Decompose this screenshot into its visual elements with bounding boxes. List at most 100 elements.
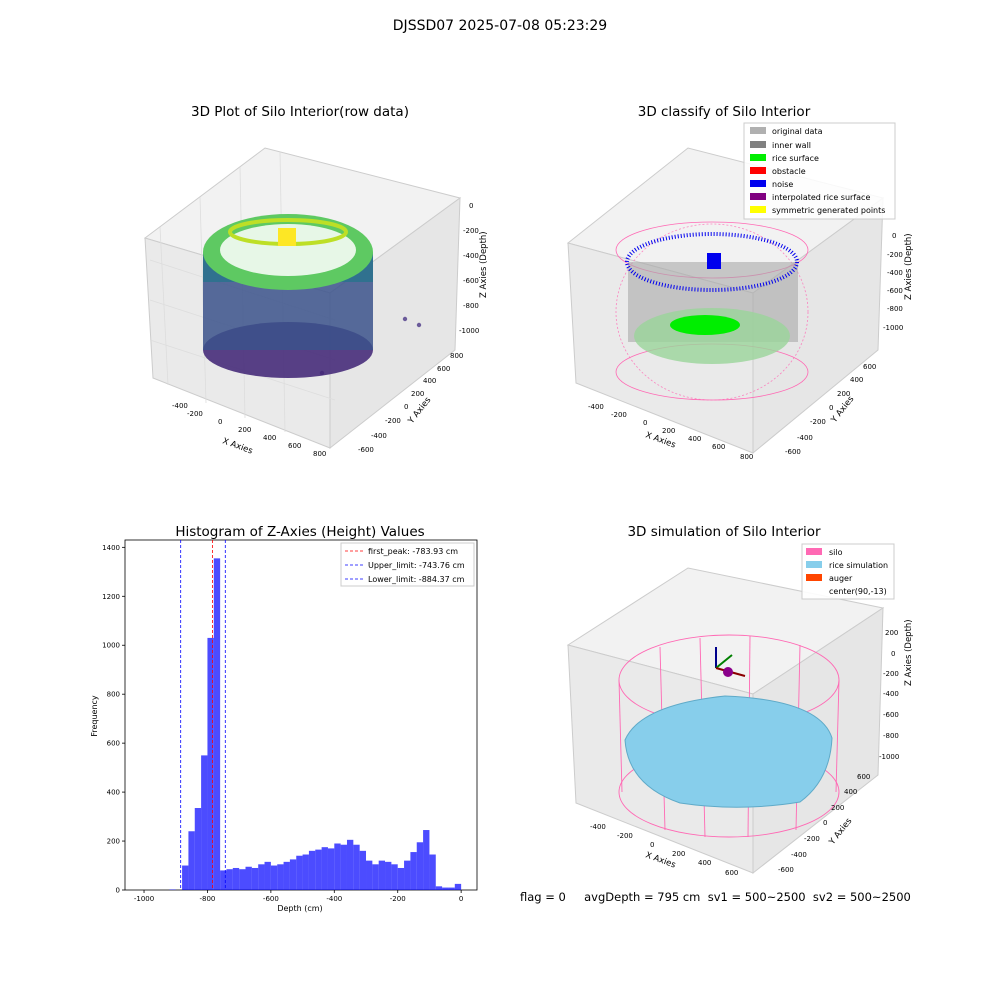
legend-label: interpolated rice surface bbox=[772, 193, 870, 202]
y-tick: 600 bbox=[857, 773, 870, 781]
legend-swatch bbox=[750, 127, 766, 134]
y-tick: -600 bbox=[778, 866, 794, 874]
y-tick: 200 bbox=[837, 390, 850, 398]
x-tick: 200 bbox=[662, 427, 675, 435]
legend-label: auger bbox=[829, 574, 853, 583]
y-tick: -600 bbox=[785, 448, 801, 456]
z-tick: 0 bbox=[469, 202, 473, 210]
x-tick: 0 bbox=[218, 418, 222, 426]
histogram-bar bbox=[289, 859, 297, 890]
histogram-bar bbox=[327, 848, 335, 890]
histogram-bar bbox=[264, 861, 271, 890]
x-tick: 400 bbox=[698, 859, 711, 867]
histogram-bar bbox=[207, 637, 214, 890]
histogram-bar bbox=[435, 886, 443, 890]
y-axis-label: Frequency bbox=[90, 695, 99, 737]
z-tick: -800 bbox=[883, 732, 899, 740]
x-tick-label: -1000 bbox=[134, 895, 154, 903]
histogram-bar bbox=[353, 844, 360, 890]
histogram-bar bbox=[378, 860, 386, 890]
y-tick-label: 800 bbox=[107, 691, 120, 699]
histogram-bar bbox=[308, 850, 316, 890]
y-tick: -400 bbox=[371, 432, 387, 440]
legend-swatch bbox=[750, 206, 766, 213]
legend-label: symmetric generated points bbox=[772, 206, 885, 215]
x-tick: 400 bbox=[688, 435, 701, 443]
status-footer: flag = 0 avgDepth = 795 cm sv1 = 500~250… bbox=[520, 890, 911, 904]
z-tick: -200 bbox=[883, 670, 899, 678]
histogram-bar bbox=[226, 869, 233, 890]
y-tick: 0 bbox=[404, 403, 408, 411]
raw-plot-title: 3D Plot of Silo Interior(row data) bbox=[191, 104, 409, 120]
x-tick: 400 bbox=[263, 434, 276, 442]
z-tick: -600 bbox=[463, 277, 479, 285]
simulation-yticks: -600 -400 -200 0 200 400 600 bbox=[778, 773, 870, 874]
legend-swatch bbox=[750, 154, 766, 161]
z-tick: -200 bbox=[463, 227, 479, 235]
legend-label: Lower_limit: -884.37 cm bbox=[368, 575, 465, 584]
auger-marker bbox=[715, 647, 746, 677]
y-tick: 600 bbox=[863, 363, 876, 371]
classify-plot-title: 3D classify of Silo Interior bbox=[637, 104, 811, 120]
y-tick-label: 200 bbox=[107, 838, 120, 846]
y-tick: -200 bbox=[804, 835, 820, 843]
legend-swatch bbox=[806, 574, 822, 581]
z-tick: -400 bbox=[463, 252, 479, 260]
y-tick: 800 bbox=[450, 352, 463, 360]
y-tick-label: 0 bbox=[116, 887, 120, 895]
histogram-bar bbox=[283, 861, 290, 890]
histogram-legend: first_peak: -783.93 cm Upper_limit: -743.… bbox=[340, 542, 475, 587]
histogram-bars bbox=[169, 558, 462, 890]
histogram-bar bbox=[182, 865, 189, 890]
histogram-bar bbox=[397, 867, 405, 890]
z-tick: 0 bbox=[892, 232, 896, 240]
x-tick: 800 bbox=[740, 453, 753, 461]
raw-scatter-points bbox=[203, 214, 422, 378]
reference-lines bbox=[180, 540, 226, 890]
y-tick-label: 1200 bbox=[102, 593, 120, 601]
y-tick-label: 1000 bbox=[102, 642, 120, 650]
raw-yticks: -600 -400 -200 0 200 400 600 800 bbox=[358, 352, 463, 454]
figure-title: DJSSD07 2025-07-08 05:23:29 bbox=[392, 18, 608, 34]
z-tick: 0 bbox=[891, 650, 895, 658]
y-tick: -200 bbox=[385, 417, 401, 425]
simulation-plot-title: 3D simulation of Silo Interior bbox=[627, 524, 821, 540]
z-tick: -600 bbox=[883, 711, 899, 719]
histogram-bar bbox=[277, 864, 284, 890]
classify-zticks: 0 -200 -400 -600 -800 -1000 bbox=[883, 232, 903, 332]
legend-swatch bbox=[750, 167, 766, 174]
z-axis-label: Z Axies (Depth) bbox=[904, 619, 914, 686]
x-tick-label: 0 bbox=[459, 895, 463, 903]
histogram-title: Histogram of Z-Axies (Height) Values bbox=[175, 524, 425, 540]
histogram-bar bbox=[296, 855, 303, 890]
y-tick-label: 400 bbox=[107, 789, 120, 797]
simulation-xticks: -400 -200 0 200 400 600 bbox=[590, 823, 738, 877]
y-tick: 600 bbox=[437, 365, 450, 373]
y-tick: -400 bbox=[797, 434, 813, 442]
y-tick: -200 bbox=[810, 418, 826, 426]
histogram-bar bbox=[404, 860, 411, 890]
histogram-bar bbox=[346, 839, 354, 890]
histogram-bar bbox=[359, 850, 367, 890]
legend-label: inner wall bbox=[772, 141, 811, 150]
x-tick: 0 bbox=[650, 841, 654, 849]
x-axis-label: Depth (cm) bbox=[277, 904, 322, 913]
histogram-bar bbox=[423, 830, 430, 890]
classify-3d-plot: original data inner wall rice surface ob… bbox=[566, 122, 914, 461]
histogram-bar bbox=[213, 558, 221, 890]
histogram-bar bbox=[201, 755, 208, 890]
y-tick-label: 1400 bbox=[102, 544, 120, 552]
legend-label: Upper_limit: -743.76 cm bbox=[368, 561, 465, 570]
z-tick: -600 bbox=[887, 287, 903, 295]
histogram-bar bbox=[270, 865, 278, 890]
z-axis-label: Z Axies (Depth) bbox=[479, 231, 489, 298]
histogram-bar bbox=[239, 869, 246, 890]
rice-simulation-surface bbox=[624, 695, 833, 808]
legend-swatch bbox=[750, 193, 766, 200]
legend-label: rice simulation bbox=[829, 561, 888, 570]
legend-swatch bbox=[750, 180, 766, 187]
histogram-bar bbox=[442, 887, 449, 890]
x-tick-label: -800 bbox=[200, 895, 216, 903]
raw-3d-plot: -400 -200 0 200 400 600 800 X Axies -600… bbox=[143, 147, 489, 458]
y-tick: 0 bbox=[829, 404, 833, 412]
